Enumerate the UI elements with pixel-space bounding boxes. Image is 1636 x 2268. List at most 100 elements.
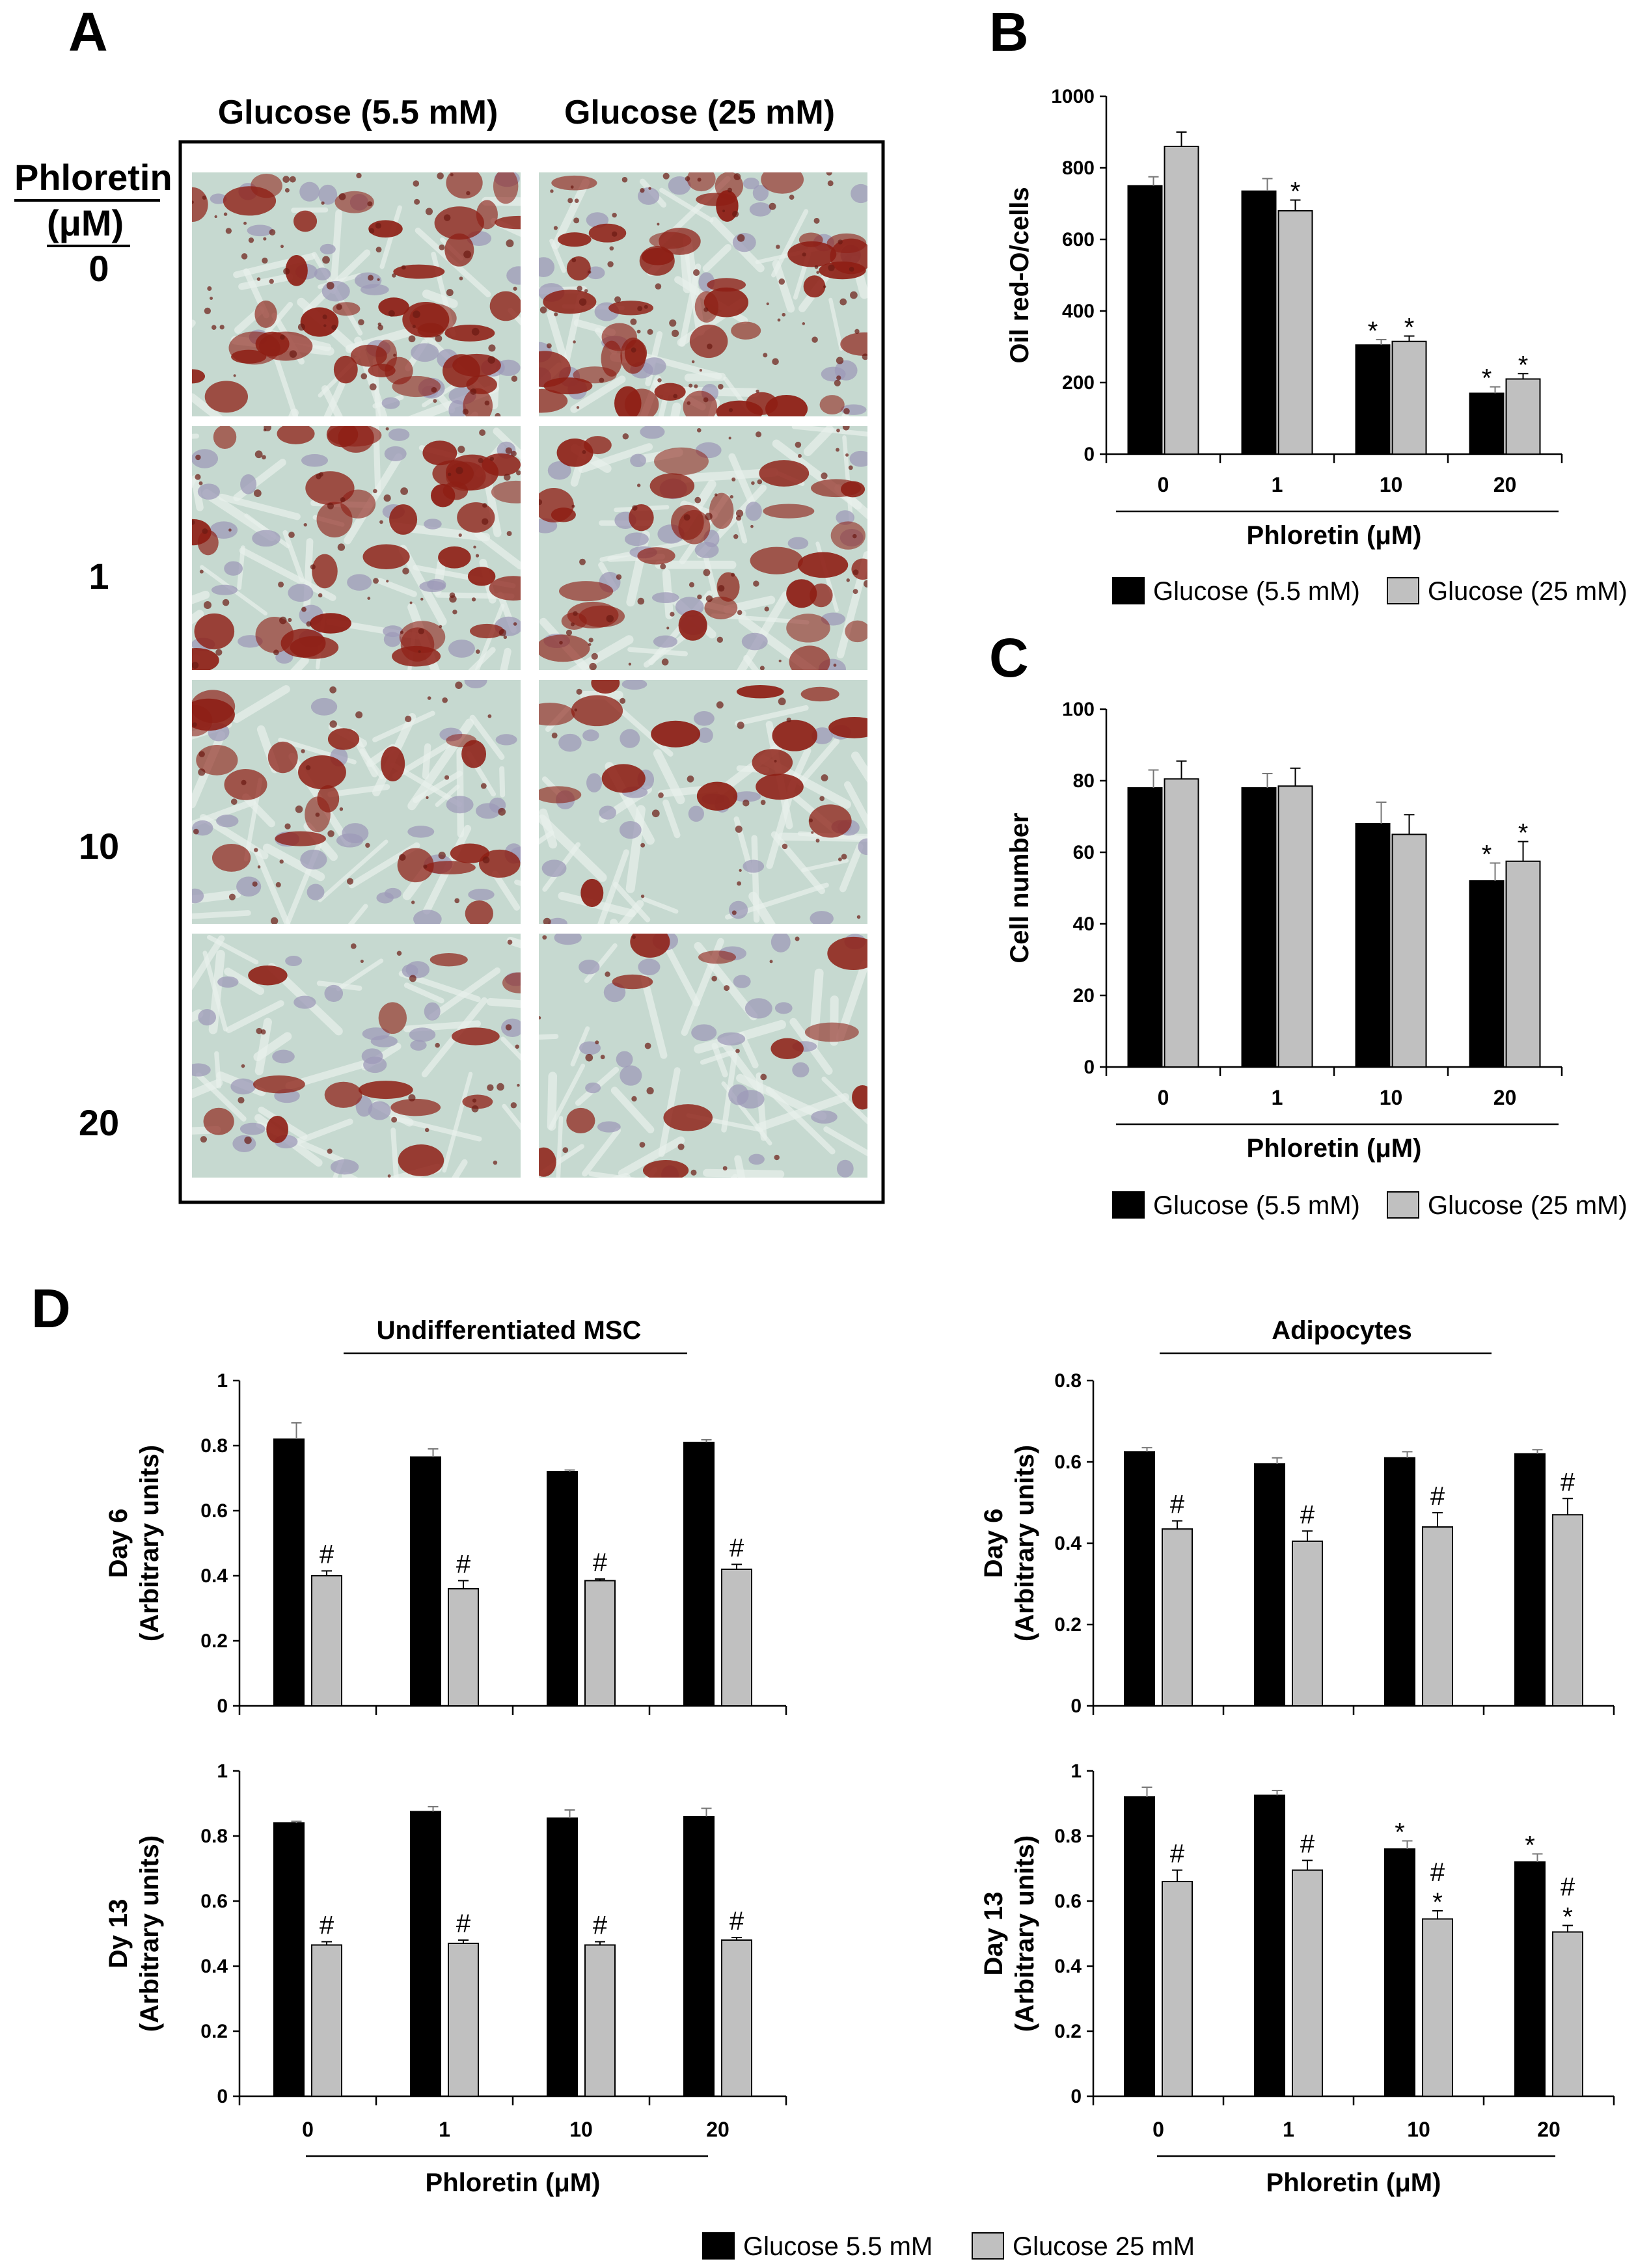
micrograph-droplet (577, 286, 582, 291)
micrograph-lipid (602, 764, 646, 792)
legend-swatch-series2 (1387, 1192, 1419, 1218)
micrograph-lipid (654, 448, 709, 476)
bar-series2-0 (312, 1945, 342, 2097)
micrograph-droplet (263, 237, 266, 241)
micrograph-nucleus (336, 833, 363, 847)
y-tick-label: 0.8 (1054, 1370, 1082, 1392)
micrograph-droplet (262, 258, 267, 263)
micrograph-fiber (460, 751, 461, 834)
micrograph-droplet (329, 720, 336, 727)
y-tick-label: 0 (1070, 2086, 1082, 2107)
micrograph-lipid (390, 1099, 441, 1116)
micrograph-nucleus (750, 202, 772, 217)
significance-hash: # (1300, 1830, 1315, 1859)
micrograph-droplet (573, 611, 577, 615)
micrograph-lipid (301, 307, 339, 336)
micrograph-droplet (841, 854, 847, 859)
micrograph-droplet (622, 177, 628, 183)
micrograph-lipid (649, 232, 692, 249)
micrograph-lipid (841, 481, 865, 498)
significance-star: * (1482, 364, 1492, 393)
legend-label-series2: Glucose (25 mM) (1428, 577, 1628, 606)
micrograph-droplet (849, 465, 853, 470)
micrograph-droplet (456, 467, 463, 474)
micrograph-fiber (142, 614, 199, 654)
micrograph-nucleus (322, 281, 350, 302)
micrograph-droplet (750, 525, 754, 528)
micrograph-droplet (826, 170, 832, 176)
bar-series2-1 (448, 1589, 478, 1706)
micrograph-droplet (687, 401, 690, 405)
y-tick-label: 0 (217, 2086, 228, 2107)
micrograph-droplet (637, 330, 641, 334)
micrograph-nucleus (385, 888, 402, 899)
micrograph-droplet (730, 495, 733, 498)
micrograph-droplet (301, 749, 305, 753)
micrograph-droplet (577, 689, 582, 695)
micrograph-droplet (703, 569, 710, 576)
legend-b: Glucose (5.5 mM)Glucose (25 mM) (1113, 577, 1628, 606)
micrograph-nucleus (198, 1009, 216, 1025)
micrograph-droplet (767, 303, 769, 305)
row-header-unit: (μM) (47, 202, 124, 243)
micrograph-lipid (393, 265, 444, 279)
micrograph-nucleus (506, 266, 530, 284)
micrograph-droplet (574, 709, 577, 712)
micrograph-droplet (760, 1074, 767, 1081)
micrograph-droplet (612, 232, 617, 237)
micrograph-nucleus (585, 1083, 601, 1093)
micrograph-droplet (448, 472, 451, 476)
y-axis-title-line2: (Arbitrary units) (135, 1835, 164, 2032)
micrograph-lipid (490, 291, 522, 321)
x-axis-title: Phloretin (μM) (1266, 2168, 1441, 2197)
micrograph-nucleus (272, 1050, 295, 1064)
micrograph-droplet (816, 839, 820, 843)
micrograph-nucleus (620, 729, 640, 748)
micrograph-nucleus (548, 918, 567, 930)
micrograph-tile (508, 926, 913, 1247)
panel-a-letter: A (68, 1, 108, 62)
significance-hash: # (1561, 1468, 1575, 1496)
micrograph-lipid (379, 1002, 407, 1034)
micrograph-lipid (756, 774, 804, 800)
micrograph-nucleus (320, 244, 336, 254)
micrograph-droplet (280, 859, 284, 863)
micrograph-droplet (672, 330, 679, 337)
bar-series2-10 (585, 1581, 615, 1707)
micrograph-droplet (339, 193, 346, 200)
micrograph-nucleus (745, 998, 772, 1018)
micrograph-lipid (359, 1081, 413, 1099)
micrograph-droplet (706, 595, 713, 602)
bar-series2-10 (1423, 1527, 1452, 1706)
micrograph-nucleus (811, 1111, 838, 1124)
significance-star: * (1518, 351, 1529, 379)
micrograph-droplet (516, 470, 521, 476)
micrograph-droplet (688, 384, 692, 388)
micrograph-droplet (361, 373, 367, 379)
micrograph-droplet (795, 442, 802, 448)
bar-series1-1 (1255, 1464, 1285, 1706)
micrograph-nucleus (411, 343, 439, 362)
micrograph-droplet (435, 1043, 439, 1047)
micrograph-droplet (472, 597, 476, 601)
micrograph-fiber (346, 1176, 420, 1215)
micrograph-droplet (723, 1166, 728, 1170)
micrograph-droplet (373, 578, 379, 584)
micrograph-droplet (815, 265, 819, 269)
micrograph-lipid (362, 545, 409, 569)
micrograph-droplet (751, 481, 755, 485)
y-tick-label: 0 (1084, 1057, 1095, 1078)
micrograph-nucleus (745, 502, 761, 521)
micrograph-droplet (685, 176, 690, 182)
micrograph-droplet (849, 267, 854, 272)
micrograph-droplet (732, 211, 739, 217)
panel-d-letter: D (31, 1278, 71, 1339)
micrograph-droplet (439, 625, 443, 628)
y-tick-label: 600 (1062, 229, 1095, 250)
micrograph-droplet (449, 595, 456, 602)
micrograph-nucleus (599, 805, 616, 819)
panel-a: A Glucose (5.5 mM) Glucose (25 mM) Phlor… (14, 1, 913, 1247)
x-tick-label: 10 (569, 2118, 593, 2141)
micrograph-droplet (226, 228, 232, 234)
bar-series2-10 (585, 1945, 615, 2097)
